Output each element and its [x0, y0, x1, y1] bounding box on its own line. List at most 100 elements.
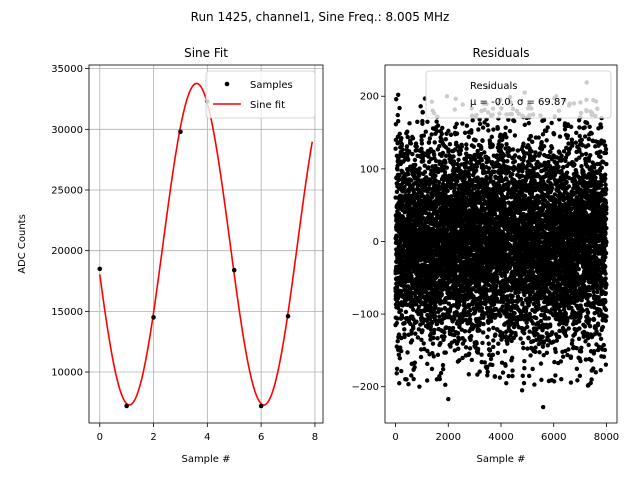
residual-point — [496, 351, 500, 355]
residual-point — [442, 330, 446, 334]
residual-point — [406, 157, 410, 161]
sine-fit-y-tick-label: 25000 — [51, 185, 83, 196]
residual-point — [521, 346, 525, 350]
residual-point — [464, 142, 468, 146]
residual-point — [397, 381, 401, 385]
residual-point — [491, 345, 495, 349]
residual-point — [523, 123, 527, 127]
residual-point — [481, 330, 485, 334]
residual-point — [469, 128, 473, 132]
residual-point — [413, 163, 417, 167]
residual-point — [481, 322, 485, 326]
residual-point — [491, 326, 495, 330]
residual-point — [413, 331, 417, 335]
residual-point — [467, 351, 471, 355]
residual-point — [429, 132, 433, 136]
sine-fit-y-tick-label: 20000 — [51, 246, 83, 257]
residual-point — [464, 345, 468, 349]
residual-point — [445, 165, 449, 169]
residual-point — [486, 128, 490, 132]
residual-point — [406, 172, 410, 176]
residual-point — [411, 326, 415, 330]
residual-point — [435, 336, 439, 340]
residual-point — [410, 338, 414, 342]
legend-sine-fit-label: Sine fit — [250, 100, 285, 111]
residual-point — [439, 371, 443, 375]
residual-point — [501, 294, 505, 298]
residual-point — [400, 143, 404, 147]
residual-point — [438, 377, 442, 381]
residual-point — [479, 352, 483, 356]
residual-point — [468, 313, 472, 317]
legend-samples-label: Samples — [250, 80, 293, 91]
residual-point — [405, 350, 409, 354]
residual-point — [412, 365, 416, 369]
residual-point — [413, 158, 417, 162]
residual-point — [410, 152, 414, 156]
residual-point — [411, 307, 415, 311]
residual-point — [508, 129, 512, 133]
sample-point — [232, 268, 237, 273]
legend-samples-marker — [225, 82, 230, 87]
sine-fit-y-tick-label: 10000 — [51, 368, 83, 379]
residual-point — [417, 384, 421, 388]
residual-point — [399, 308, 403, 312]
sine-fit-x-tick-label: 2 — [150, 432, 156, 443]
residual-point — [503, 125, 507, 129]
residual-point — [513, 159, 517, 163]
residual-point — [482, 150, 486, 154]
residual-point — [487, 166, 491, 170]
residual-point — [454, 122, 458, 126]
residual-point — [510, 374, 514, 378]
residual-point — [441, 363, 445, 367]
residual-point — [399, 349, 403, 353]
residual-point — [481, 125, 485, 129]
residual-point — [505, 342, 509, 346]
residual-point — [396, 339, 400, 343]
residual-point — [512, 311, 516, 315]
residual-point — [422, 133, 426, 137]
residual-point — [521, 142, 525, 146]
residual-point — [505, 159, 509, 163]
residual-point — [476, 347, 480, 351]
residual-point — [396, 113, 400, 117]
residual-point — [460, 144, 464, 148]
residual-point — [443, 383, 447, 387]
residual-point — [467, 372, 471, 376]
residual-point — [510, 172, 514, 176]
residual-point — [437, 180, 441, 184]
figure-title: Run 1425, channel1, Sine Freq.: 8.005 MH… — [191, 10, 450, 24]
residual-point — [478, 122, 482, 126]
residual-point — [424, 129, 428, 133]
residual-point — [470, 358, 474, 362]
residual-point — [398, 356, 402, 360]
residual-point — [420, 328, 424, 332]
residual-point — [431, 336, 435, 340]
residual-point — [420, 141, 424, 145]
residual-point — [421, 110, 425, 114]
residual-point — [464, 146, 468, 150]
residual-point — [431, 341, 435, 345]
residual-point — [440, 132, 444, 136]
residual-point — [448, 142, 452, 146]
residual-point — [409, 141, 413, 145]
residual-point — [472, 144, 476, 148]
residual-point — [449, 133, 453, 137]
sine-fit-x-tick-label: 0 — [97, 432, 103, 443]
residual-point — [467, 135, 471, 139]
residual-point — [398, 132, 402, 136]
residual-point — [519, 297, 523, 301]
residual-point — [492, 170, 496, 174]
residual-point — [451, 326, 455, 330]
residual-point — [433, 174, 437, 178]
sine-fit-x-label: Sample # — [181, 454, 230, 465]
residual-point — [522, 366, 526, 370]
residual-point — [474, 168, 478, 172]
sample-point — [124, 404, 129, 409]
residual-point — [468, 338, 472, 342]
residual-point — [476, 127, 480, 131]
residual-point — [496, 342, 500, 346]
residual-point — [395, 371, 399, 375]
sine-fit-x-tick-label: 4 — [204, 432, 210, 443]
residual-point — [395, 367, 399, 371]
